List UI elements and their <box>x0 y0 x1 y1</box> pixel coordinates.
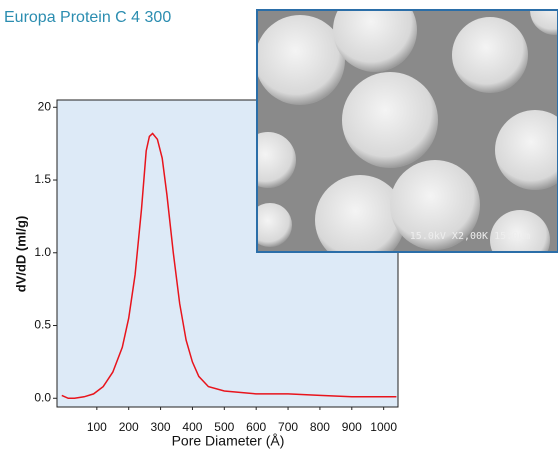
data-line <box>61 132 397 400</box>
x-tick-label: 400 <box>182 420 202 434</box>
x-tick-label: 500 <box>214 420 234 434</box>
chart-title: Europa Protein C 4 300 <box>4 9 171 26</box>
x-tick-label: 300 <box>151 420 171 434</box>
photo-caption: 15.0kV X2,00K 15.0µm <box>410 231 530 242</box>
x-tick-label: 1000 <box>370 420 397 434</box>
x-tick-label: 200 <box>119 420 139 434</box>
y-tick-label: 1.0 <box>34 245 51 259</box>
photo: 15.0kV X2,00K 15.0µm <box>256 9 558 253</box>
y-tick-label: 0.0 <box>34 390 51 404</box>
y-axis-label: dV/dD (ml/g) <box>13 216 28 293</box>
x-tick-label: 600 <box>246 420 266 434</box>
y-tick-label: 1.5 <box>34 172 51 186</box>
y-tick-label: 0.5 <box>34 318 51 332</box>
x-axis-label: Pore Diameter (Å) <box>172 433 285 449</box>
x-tick-label: 800 <box>310 420 330 434</box>
x-tick-label: 700 <box>278 420 298 434</box>
x-tick-label: 900 <box>342 420 362 434</box>
y-tick-label: 20 <box>38 99 52 113</box>
x-tick-label: 100 <box>87 420 107 434</box>
